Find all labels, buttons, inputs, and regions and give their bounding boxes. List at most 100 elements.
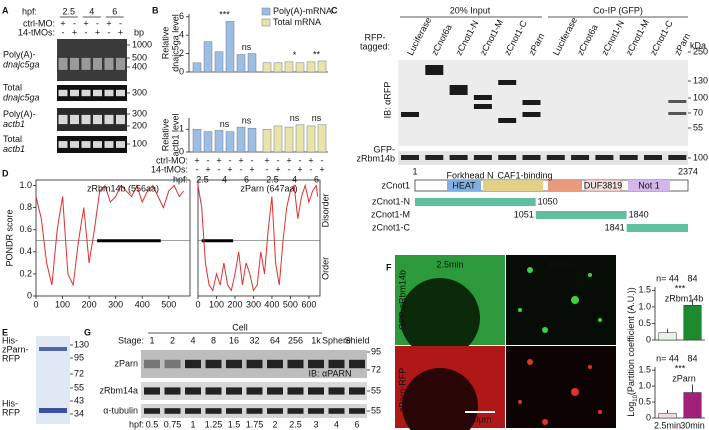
y-tick-label: 0.6 <box>19 224 32 234</box>
n-label: 84 <box>687 353 697 363</box>
x-tick-label: 200 <box>227 299 242 309</box>
label: His- <box>2 335 18 345</box>
droplet <box>598 410 602 414</box>
n-label: n= 44 <box>656 273 679 283</box>
droplet <box>527 359 533 365</box>
y-axis-label-part: Log <box>626 402 636 417</box>
blot-band <box>668 112 687 115</box>
hpf-label: 1 <box>190 419 195 429</box>
label: His- <box>2 398 18 408</box>
y-axis-label: dnajc5ga level <box>170 14 180 72</box>
label: tagged: <box>360 41 390 51</box>
blot-band <box>205 408 222 414</box>
tick-label: 100 <box>693 152 708 162</box>
tick-label: 500 <box>132 52 147 62</box>
sign: - <box>266 164 269 174</box>
gel-band <box>58 114 68 125</box>
tick-label: 300 <box>132 87 147 97</box>
stage-label: 6 <box>112 6 117 16</box>
blot <box>398 60 688 146</box>
label: Cell <box>232 322 248 332</box>
blot-band <box>349 359 365 369</box>
blot-band <box>425 65 444 70</box>
blot-band <box>267 359 283 369</box>
bar <box>295 62 305 73</box>
sign: + <box>118 27 123 37</box>
hpf-label: 3 <box>313 419 318 429</box>
hpf-label: 2.5 <box>289 419 302 429</box>
sign: + <box>72 27 77 37</box>
label: RFP- <box>365 32 386 42</box>
stage-label: 16 <box>229 335 239 345</box>
sign: + <box>227 164 232 174</box>
droplet <box>571 296 579 304</box>
gel-band <box>81 89 91 97</box>
hpf-label: 0.75 <box>164 419 182 429</box>
sign: + <box>264 155 269 165</box>
gel-band <box>39 347 67 351</box>
label: hpf: <box>173 174 188 184</box>
sign: + <box>194 155 199 165</box>
lane-label: zCnot6a <box>575 23 600 57</box>
sign: - <box>240 164 243 174</box>
label: 1840 <box>629 209 649 219</box>
label: zCnot1 <box>381 180 410 190</box>
label: 14-tMOs: <box>151 164 188 174</box>
significance: * <box>293 50 297 60</box>
blot-band <box>498 80 517 85</box>
x-tick-label: 0 <box>195 299 200 309</box>
tick-label: 55 <box>74 382 84 392</box>
domain <box>483 180 543 191</box>
blot-band <box>425 155 444 160</box>
blot-band <box>328 387 345 395</box>
sign: - <box>96 18 99 28</box>
y-axis-label: Relative <box>160 27 170 60</box>
tick-label: 55 <box>371 405 381 415</box>
bar <box>284 126 294 153</box>
tick-label: 95 <box>371 346 381 356</box>
bar <box>192 129 202 153</box>
label: DUF3819 <box>584 180 623 190</box>
y-tick-label: 1.5 <box>638 365 651 375</box>
bar <box>236 126 246 153</box>
panel-letter: C <box>331 5 338 15</box>
sign: - <box>229 155 232 165</box>
stage-label: 4 <box>292 174 297 184</box>
y-axis-label: actb1 level <box>170 113 180 156</box>
blot-band <box>267 408 283 414</box>
blot-band <box>246 387 263 395</box>
tick-label: 200 <box>132 120 147 130</box>
label: HEAT <box>452 180 476 190</box>
panel-letter: E <box>2 327 8 337</box>
legend-label: Poly(A)-mRNA <box>273 6 332 16</box>
panel-letter: D <box>2 168 9 178</box>
hpf-label: 1.5 <box>228 419 241 429</box>
label: kDa <box>690 40 706 50</box>
blot-band <box>522 112 541 117</box>
bar <box>658 412 677 419</box>
label: ctrl-MO: <box>156 155 188 165</box>
tick-label: 130 <box>693 75 708 85</box>
stage-label: 32 <box>249 335 259 345</box>
significance: ns <box>312 113 322 123</box>
plot-frame <box>35 179 191 297</box>
droplet <box>598 318 602 322</box>
stage-label: 2.5 <box>196 174 209 184</box>
stage-label: 2 <box>170 335 175 345</box>
lane-label: zCnot1-M <box>478 18 505 57</box>
stage-label: 1k <box>311 335 321 345</box>
significance: ns <box>220 119 230 129</box>
bar <box>306 61 316 73</box>
tick-label: 250 <box>693 46 708 56</box>
gel-band <box>104 114 114 125</box>
tick-label: 95 <box>74 352 84 362</box>
significance: *** <box>219 10 230 20</box>
sign: - <box>251 155 254 165</box>
sign: + <box>205 164 210 174</box>
sign: + <box>95 27 100 37</box>
significance: ns <box>290 113 300 123</box>
x-tick-label: 500 <box>283 299 298 309</box>
chart-title: zRbm14b (556aa) <box>87 183 159 193</box>
sign: - <box>196 164 199 174</box>
